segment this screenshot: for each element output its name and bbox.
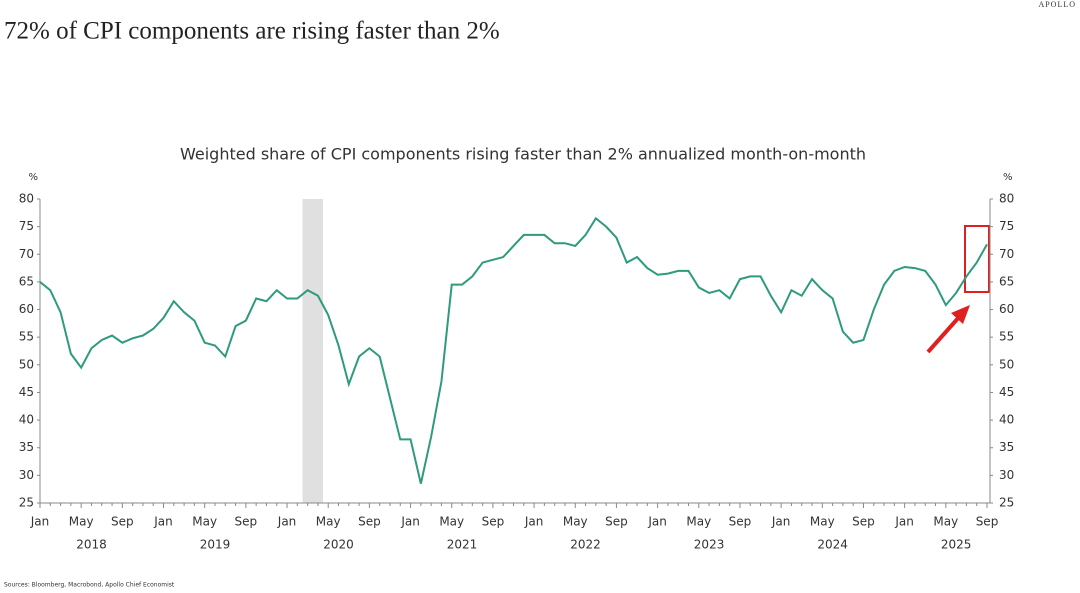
- y-axis-label: %: [28, 172, 38, 183]
- x-tick-label: Sep: [235, 515, 258, 529]
- y2-tick-label: 35: [999, 440, 1014, 454]
- x-tick-label: Jan: [153, 515, 173, 529]
- x-tick-label: Jan: [524, 515, 544, 529]
- y2-tick-label: 40: [999, 413, 1014, 427]
- y2-tick-label: 45: [999, 385, 1014, 399]
- y-tick-label: 50: [19, 357, 34, 371]
- x-tick-label: Sep: [111, 515, 134, 529]
- x-tick-label: Jan: [894, 515, 914, 529]
- x-tick-label: May: [810, 515, 835, 529]
- x-tick-label: May: [192, 515, 217, 529]
- x-tick-label: May: [316, 515, 341, 529]
- y2-axis-label: %: [1003, 172, 1013, 183]
- y-tick-label: 35: [19, 440, 34, 454]
- x-tick-label: Sep: [605, 515, 628, 529]
- x-tick-label: Jan: [30, 515, 50, 529]
- arrow: [926, 314, 962, 354]
- y-tick-label: 40: [19, 413, 34, 427]
- x-tick-label: May: [563, 515, 588, 529]
- y2-tick-label: 50: [999, 357, 1014, 371]
- y-tick-label: 70: [19, 247, 34, 261]
- year-label: 2023: [694, 538, 725, 552]
- y-tick-label: 25: [19, 496, 34, 510]
- shaded-period: [302, 199, 324, 503]
- y-tick-label: 45: [19, 385, 34, 399]
- y2-tick-label: 25: [999, 496, 1014, 510]
- x-tick-label: Sep: [358, 515, 381, 529]
- y2-tick-label: 30: [999, 468, 1014, 482]
- x-tick-label: Sep: [976, 515, 999, 529]
- year-label: 2022: [570, 538, 601, 552]
- y-tick-label: 60: [19, 302, 34, 316]
- chart-subtitle: Weighted share of CPI components rising …: [180, 145, 866, 164]
- y-tick-label: 80: [19, 192, 34, 206]
- x-tick-label: May: [439, 515, 464, 529]
- y-tick-label: 75: [19, 219, 34, 233]
- year-label: 2019: [200, 538, 231, 552]
- y-tick-label: 55: [19, 330, 34, 344]
- year-label: 2024: [817, 538, 848, 552]
- x-tick-label: Jan: [400, 515, 420, 529]
- x-tick-label: Jan: [771, 515, 791, 529]
- y2-tick-label: 80: [999, 192, 1014, 206]
- y2-tick-label: 55: [999, 330, 1014, 344]
- x-tick-label: Sep: [852, 515, 875, 529]
- year-label: 2020: [323, 538, 354, 552]
- x-tick-label: Jan: [647, 515, 667, 529]
- x-tick-label: Sep: [482, 515, 505, 529]
- x-tick-label: May: [69, 515, 94, 529]
- year-label: 2021: [447, 538, 478, 552]
- y2-tick-label: 70: [999, 247, 1014, 261]
- x-tick-label: Jan: [277, 515, 297, 529]
- x-tick-label: Sep: [729, 515, 752, 529]
- chart-title: 72% of CPI components are rising faster …: [4, 18, 500, 45]
- y2-tick-label: 65: [999, 274, 1014, 288]
- year-label: 2018: [76, 538, 107, 552]
- highlight-box: [964, 225, 990, 293]
- brand: APOLLO: [1038, 0, 1076, 9]
- y-tick-label: 30: [19, 468, 34, 482]
- y2-tick-label: 60: [999, 302, 1014, 316]
- year-label: 2025: [941, 538, 972, 552]
- y2-tick-label: 75: [999, 219, 1014, 233]
- source: Sources: Bloomberg, Macrobond, Apollo Ch…: [4, 582, 175, 589]
- y-tick-label: 65: [19, 274, 34, 288]
- arrow-head: [951, 305, 970, 324]
- line: [39, 216, 988, 484]
- x-tick-label: May: [933, 515, 958, 529]
- x-tick-label: May: [686, 515, 711, 529]
